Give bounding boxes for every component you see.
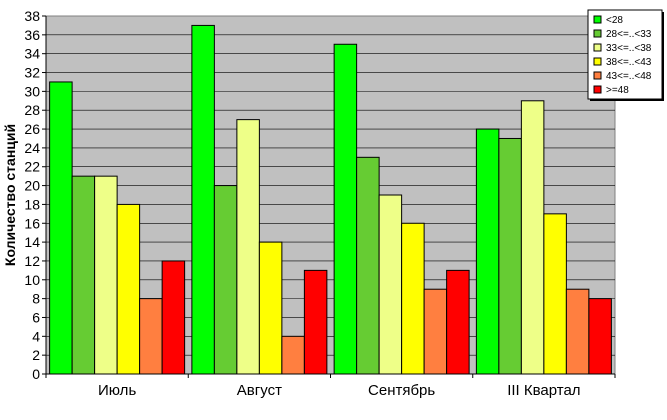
y-tick-label: 14 <box>24 234 40 250</box>
legend-label: <28 <box>606 15 623 26</box>
bar <box>116 203 141 375</box>
y-tick-label: 38 <box>24 8 40 24</box>
legend-label: 28<=..<33 <box>606 29 652 40</box>
y-tick-label: 0 <box>32 366 40 382</box>
y-tick-label: 34 <box>24 46 40 62</box>
legend-swatch <box>593 71 602 80</box>
bar <box>498 137 522 375</box>
bar <box>423 288 448 375</box>
bar <box>94 175 118 375</box>
y-axis-label: Количество станций <box>2 124 18 266</box>
bar <box>475 128 500 375</box>
y-tick-label: 28 <box>24 102 40 118</box>
y-tick-label: 18 <box>24 196 40 212</box>
y-tick-label: 30 <box>24 83 40 99</box>
legend <box>587 9 663 100</box>
y-tick-label: 6 <box>32 309 40 325</box>
bar <box>49 81 73 375</box>
legend-swatch <box>593 57 602 66</box>
y-tick-label: 32 <box>24 65 40 81</box>
y-tick-label: 24 <box>24 140 40 156</box>
legend-label: >=48 <box>606 85 629 96</box>
y-tick-label: 36 <box>24 27 40 43</box>
bar <box>356 156 380 375</box>
legend-swatch <box>593 85 602 94</box>
x-tick-label: Июль <box>98 382 136 399</box>
bar <box>71 175 96 375</box>
bar <box>191 24 215 375</box>
bar <box>213 185 238 375</box>
bar <box>378 194 403 375</box>
legend-label: 38<=..<43 <box>606 57 652 68</box>
bar <box>139 298 163 375</box>
y-tick-label: 16 <box>24 215 40 231</box>
bar <box>446 269 470 375</box>
legend-swatch <box>593 43 602 52</box>
y-tick-label: 22 <box>24 159 40 175</box>
bar <box>401 222 425 375</box>
y-tick-label: 10 <box>24 272 40 288</box>
bar <box>543 213 567 375</box>
bar <box>236 119 260 375</box>
bar <box>258 241 283 375</box>
legend-swatch <box>593 15 602 24</box>
y-tick-label: 8 <box>32 291 40 307</box>
y-tick-label: 4 <box>32 328 40 344</box>
x-tick-label: Август <box>237 382 282 399</box>
x-tick-label: Сентябрь <box>368 382 435 399</box>
bar <box>161 260 186 375</box>
bar <box>565 288 590 375</box>
bar <box>303 269 328 375</box>
legend-label: 43<=..<48 <box>606 71 652 82</box>
legend-label: 33<=..<38 <box>606 43 652 54</box>
legend-swatch <box>593 29 602 38</box>
y-tick-label: 12 <box>24 253 40 269</box>
y-tick-label: 26 <box>24 121 40 137</box>
bar <box>333 43 358 375</box>
bar <box>520 100 545 375</box>
bar <box>588 298 612 375</box>
y-tick-label: 20 <box>24 178 40 194</box>
bar <box>281 335 305 375</box>
y-tick-label: 2 <box>32 347 40 363</box>
x-tick-label: III Квартал <box>507 382 580 399</box>
